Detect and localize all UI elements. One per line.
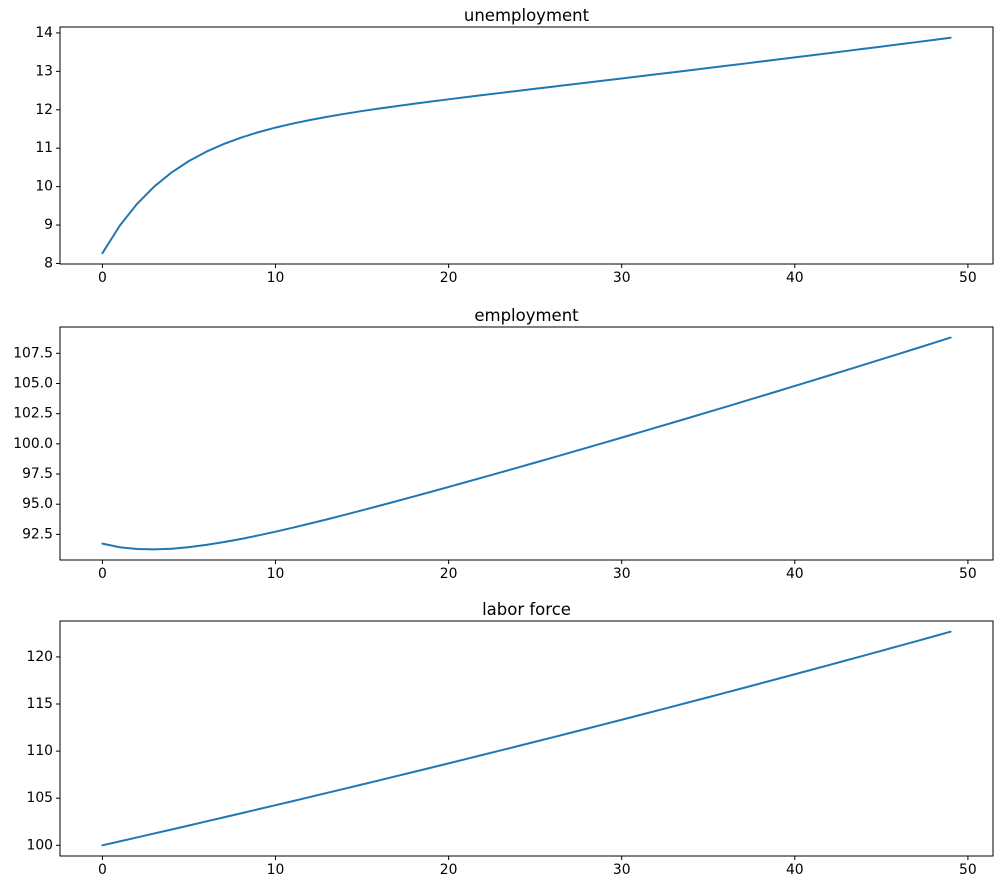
- x-tick-label: 40: [786, 566, 804, 582]
- unemployment-subplot: unemployment 8 9 10 11 12 13 14 0 10 20 30 40 50: [35, 6, 994, 286]
- y-tick-label: 10: [35, 179, 53, 195]
- unemployment-plot-title: unemployment: [464, 6, 590, 25]
- x-tick-label: 40: [786, 862, 804, 878]
- labor-force-data-line: [101, 630, 952, 847]
- y-tick-label: 95.0: [22, 496, 53, 512]
- y-tick-label: 97.5: [22, 466, 53, 482]
- unemployment-y-axis: 8 9 10 11 12 13 14: [35, 25, 60, 271]
- x-tick-label: 20: [440, 270, 458, 286]
- x-tick-label: 50: [959, 862, 977, 878]
- employment-data-line: [101, 336, 952, 551]
- y-tick-label: 105.0: [13, 375, 53, 391]
- x-tick-label: 0: [98, 270, 107, 286]
- labor-force-axes-frame: [59, 620, 994, 857]
- employment-x-axis: 0 10 20 30 40 50: [98, 560, 977, 582]
- x-tick-label: 10: [267, 270, 285, 286]
- labor-force-y-axis: 100 105 110 115 120: [26, 649, 60, 853]
- x-tick-label: 50: [959, 270, 977, 286]
- y-tick-label: 120: [26, 649, 53, 665]
- labor-force-subplot: labor force 100 105 110 115 120 0 10 20 30 40 50: [26, 600, 994, 878]
- y-tick-label: 102.5: [13, 406, 53, 422]
- x-tick-label: 10: [267, 566, 285, 582]
- labor-force-plot-title: labor force: [482, 600, 571, 619]
- x-tick-label: 0: [98, 862, 107, 878]
- y-tick-label: 105: [26, 790, 53, 806]
- x-tick-label: 30: [613, 270, 631, 286]
- employment-subplot: employment 92.5 95.0 97.5 100.0 102.5 105.0 107…: [13, 306, 994, 582]
- x-tick-label: 20: [440, 566, 458, 582]
- x-tick-label: 40: [786, 270, 804, 286]
- y-tick-label: 100.0: [13, 436, 53, 452]
- y-tick-label: 13: [35, 63, 53, 79]
- unemployment-x-axis: 0 10 20 30 40 50: [98, 264, 977, 286]
- labor-force-x-axis: 0 10 20 30 40 50: [98, 856, 977, 878]
- x-tick-label: 10: [267, 862, 285, 878]
- y-tick-label: 107.5: [13, 345, 53, 361]
- x-tick-label: 20: [440, 862, 458, 878]
- unemployment-data-line: [101, 36, 952, 255]
- employment-plot-title: employment: [474, 306, 579, 325]
- y-tick-label: 92.5: [22, 526, 53, 542]
- x-tick-label: 30: [613, 566, 631, 582]
- x-tick-label: 50: [959, 566, 977, 582]
- y-tick-label: 14: [35, 25, 53, 41]
- x-tick-label: 0: [98, 566, 107, 582]
- y-tick-label: 110: [26, 743, 53, 759]
- y-tick-label: 115: [26, 696, 53, 712]
- y-tick-label: 100: [26, 837, 53, 853]
- y-tick-label: 12: [35, 102, 53, 118]
- unemployment-axes-frame: [59, 26, 994, 265]
- employment-axes-frame: [59, 326, 994, 561]
- y-tick-label: 8: [44, 255, 53, 271]
- x-tick-label: 30: [613, 862, 631, 878]
- y-tick-label: 9: [44, 217, 53, 233]
- y-tick-label: 11: [35, 140, 53, 156]
- employment-y-axis: 92.5 95.0 97.5 100.0 102.5 105.0 107.5: [13, 345, 60, 542]
